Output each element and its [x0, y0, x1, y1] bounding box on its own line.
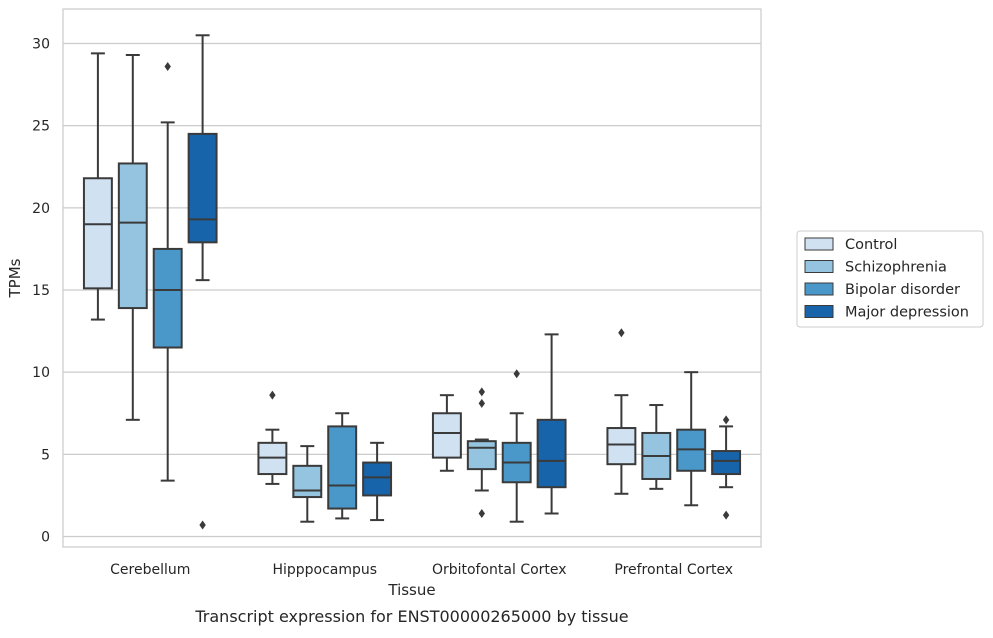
box-bipolar-disorder [152, 62, 183, 482]
box-iqr [606, 427, 637, 466]
box-schizophrenia [117, 54, 148, 421]
box-control [257, 390, 288, 485]
y-tick-labels: 0 5 10 15 20 25 30 [32, 37, 50, 546]
box-iqr [711, 450, 742, 476]
legend-label: Bipolar disorder [845, 282, 960, 298]
box-control [82, 52, 113, 321]
y-tick-label: 20 [32, 201, 50, 217]
x-tick-labels: Cerebellum Hipppocampus Orbitofontal Corte… [110, 562, 733, 578]
y-tick-label: 10 [32, 365, 50, 381]
box-iqr [117, 162, 148, 310]
legend-label: Control [845, 237, 897, 253]
box-iqr [362, 461, 393, 497]
y-tick-label: 5 [41, 447, 50, 463]
box-bipolar-disorder [327, 412, 358, 520]
box-bipolar-disorder [501, 369, 532, 523]
box-major-depression [187, 34, 218, 530]
plot-frame [62, 8, 762, 548]
box-schizophrenia [641, 404, 672, 490]
y-tick-label: 0 [41, 530, 50, 546]
box-control [606, 328, 637, 495]
y-tick-label: 25 [32, 119, 50, 135]
legend-swatch [804, 260, 834, 273]
box-layer [82, 34, 742, 530]
box-iqr [431, 412, 462, 459]
y-axis-label: TPMs [6, 258, 24, 298]
x-tick-label: Prefrontal Cortex [614, 562, 733, 578]
x-tick-label: Cerebellum [110, 562, 190, 578]
legend-label: Major depression [845, 305, 969, 321]
box-iqr [82, 177, 113, 290]
y-tick-label: 30 [32, 37, 50, 53]
outlier-point [722, 510, 730, 520]
box-iqr [292, 464, 323, 499]
box-major-depression [536, 333, 567, 515]
x-axis-label: Tissue [387, 581, 435, 599]
legend-swatch [804, 282, 834, 296]
box-iqr [466, 440, 497, 471]
box-major-depression [362, 441, 393, 522]
box-iqr [152, 247, 183, 349]
outlier-point [478, 508, 485, 518]
legend-swatch [804, 237, 834, 251]
legend-frame [796, 230, 984, 328]
box-iqr [327, 425, 358, 510]
box-schizophrenia [466, 387, 497, 518]
y-tick-label: 15 [32, 283, 50, 299]
x-tick-label: Hipppocampus [272, 562, 377, 578]
x-tick-label: Orbitofontal Cortex [432, 562, 567, 578]
box-bipolar-disorder [676, 371, 707, 507]
outlier-point [513, 369, 520, 379]
box-iqr [536, 418, 567, 489]
outlier-point [618, 328, 625, 338]
legend-label: Schizophrenia [845, 260, 947, 276]
box-control [431, 394, 462, 472]
box-schizophrenia [292, 445, 323, 523]
legend: Control Schizophrenia Bipolar disorder Majo… [796, 230, 984, 328]
outlier-point [164, 62, 171, 72]
outlier-point [478, 387, 485, 397]
outlier-point [199, 520, 206, 530]
box-iqr [187, 132, 218, 244]
outlier-point [478, 398, 485, 408]
chart-caption: Transcript expression for ENST0000026500… [194, 607, 628, 626]
outlier-point [269, 390, 276, 400]
box-major-depression [711, 415, 742, 520]
legend-swatch [804, 305, 834, 318]
outlier-point [722, 415, 730, 425]
